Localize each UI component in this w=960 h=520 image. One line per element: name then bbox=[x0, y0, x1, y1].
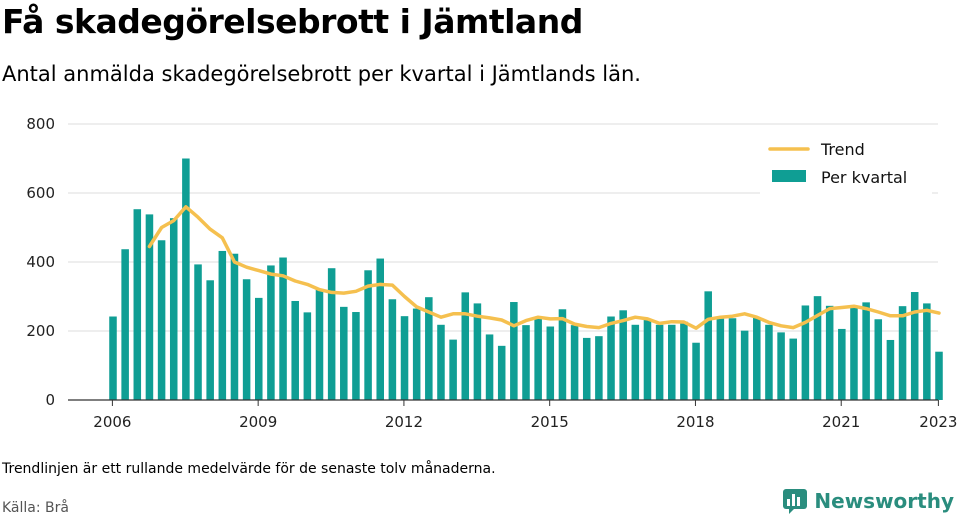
bar bbox=[923, 303, 931, 400]
bar bbox=[777, 332, 785, 400]
bar bbox=[546, 326, 555, 400]
bar bbox=[352, 312, 360, 400]
bar bbox=[862, 302, 870, 400]
x-tick-label: 2012 bbox=[385, 413, 423, 431]
bar bbox=[619, 310, 627, 400]
bar bbox=[898, 306, 907, 400]
bar bbox=[206, 280, 214, 400]
bar bbox=[595, 336, 603, 400]
source-label: Källa: Brå bbox=[2, 500, 69, 516]
bar bbox=[425, 297, 433, 400]
bar bbox=[340, 306, 348, 400]
brand-logo[interactable]: Newsworthy bbox=[782, 488, 954, 514]
bar bbox=[825, 305, 834, 400]
x-tick-label: 2009 bbox=[239, 413, 277, 431]
bar bbox=[109, 316, 117, 400]
bar bbox=[194, 264, 202, 400]
legend: Trend Per kvartal bbox=[760, 136, 932, 196]
legend-background bbox=[760, 136, 932, 196]
newsworthy-logo-icon bbox=[783, 489, 808, 514]
bar bbox=[485, 334, 494, 400]
bar bbox=[145, 214, 154, 400]
bar bbox=[789, 338, 798, 400]
x-tick-label: 2018 bbox=[676, 413, 714, 431]
y-tick-label: 800 bbox=[26, 115, 55, 133]
chart: 0 200 400 600 800 2006 2009 2012 2015 2018 2021 202… bbox=[26, 115, 957, 431]
bar bbox=[850, 305, 858, 400]
bar bbox=[169, 218, 178, 400]
bar bbox=[631, 324, 640, 400]
bar bbox=[497, 345, 506, 400]
bar bbox=[510, 302, 518, 400]
bar bbox=[813, 296, 822, 400]
bar bbox=[680, 321, 688, 400]
bar bbox=[315, 288, 324, 400]
bar bbox=[279, 257, 287, 400]
legend-bar-label: Per kvartal bbox=[821, 168, 907, 187]
bar bbox=[692, 342, 700, 400]
bar bbox=[655, 324, 664, 400]
bar bbox=[449, 339, 457, 400]
bar bbox=[473, 303, 482, 400]
bar bbox=[643, 318, 652, 400]
bar bbox=[534, 317, 542, 400]
bar bbox=[704, 291, 712, 400]
bar bbox=[303, 312, 312, 400]
y-tick-label: 200 bbox=[26, 322, 55, 340]
bar bbox=[254, 297, 263, 400]
bar bbox=[364, 270, 372, 400]
bar bbox=[157, 240, 166, 400]
bar bbox=[218, 250, 227, 400]
bar bbox=[182, 158, 190, 400]
bar bbox=[230, 253, 239, 400]
trend-line bbox=[147, 205, 941, 330]
x-tick-label: 2015 bbox=[531, 413, 569, 431]
x-tick-label: 2021 bbox=[822, 413, 860, 431]
bar bbox=[242, 279, 251, 400]
bar bbox=[728, 318, 737, 400]
bar bbox=[267, 265, 275, 400]
bar bbox=[121, 249, 129, 400]
x-tick-label: 2023 bbox=[919, 413, 957, 431]
x-tick-label: 2006 bbox=[93, 413, 131, 431]
bar bbox=[874, 319, 883, 400]
bar bbox=[522, 325, 530, 400]
chart-subtitle: Antal anmälda skadegörelsebrott per kvar… bbox=[2, 62, 641, 86]
bar bbox=[753, 317, 761, 400]
legend-trend-label: Trend bbox=[820, 140, 865, 159]
legend-bar-swatch bbox=[772, 170, 806, 182]
bar bbox=[667, 324, 676, 400]
bar bbox=[607, 316, 615, 400]
bar bbox=[570, 325, 579, 400]
bar bbox=[133, 209, 142, 400]
bar bbox=[327, 268, 336, 400]
bar bbox=[558, 309, 567, 400]
bar bbox=[582, 337, 591, 400]
brand-name: Newsworthy bbox=[814, 489, 954, 513]
y-tick-label: 600 bbox=[26, 184, 55, 202]
bar bbox=[935, 351, 943, 400]
y-tick-label: 400 bbox=[26, 253, 55, 271]
chart-title: Få skadegörelsebrott i Jämtland bbox=[2, 2, 583, 41]
bar bbox=[400, 316, 409, 400]
bar bbox=[910, 292, 919, 400]
bar bbox=[886, 339, 895, 400]
bar bbox=[801, 305, 810, 400]
y-tick-label: 0 bbox=[45, 391, 55, 409]
bar bbox=[838, 328, 846, 400]
bar bbox=[412, 308, 421, 400]
bar bbox=[716, 318, 725, 400]
bar bbox=[765, 324, 773, 400]
bar bbox=[740, 330, 749, 400]
bar bbox=[376, 258, 385, 400]
bar bbox=[461, 292, 470, 400]
footnote: Trendlinjen är ett rullande medelvärde f… bbox=[2, 461, 496, 477]
bar bbox=[291, 300, 299, 400]
bar bbox=[437, 324, 445, 400]
bar bbox=[388, 299, 397, 400]
